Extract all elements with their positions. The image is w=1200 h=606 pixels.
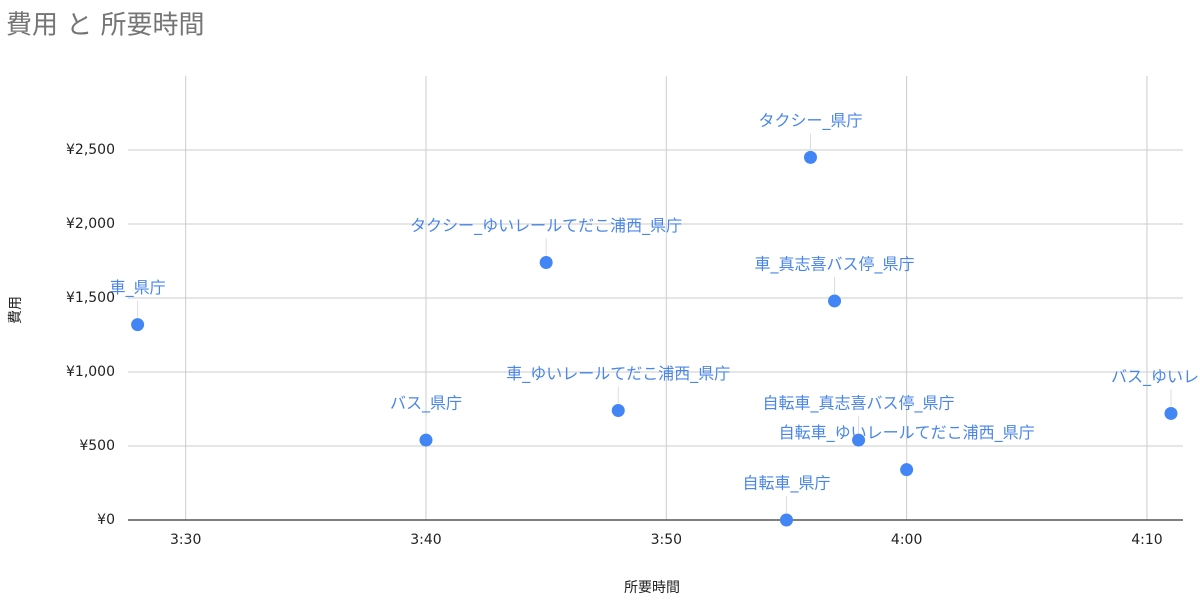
- x-tick-label: 4:10: [1131, 532, 1162, 548]
- point-label: タクシー_県庁: [758, 111, 862, 131]
- chart-title: 費用 と 所要時間: [6, 11, 205, 41]
- y-tick-label: ¥2,500: [66, 142, 115, 158]
- point: [779, 513, 793, 527]
- x-tick-label: 3:40: [410, 532, 441, 548]
- x-tick-label: 3:50: [651, 532, 682, 548]
- point-label: 車_県庁: [110, 278, 166, 298]
- point-label: バス_ゆいレール: [1111, 367, 1200, 387]
- point-label: 車_ゆいレールてだこ浦西_県庁: [506, 364, 730, 384]
- point: [828, 294, 842, 308]
- y-tick-label: ¥1,500: [66, 290, 115, 306]
- point-label: バス_県庁: [390, 394, 462, 414]
- point-label: 車_真志喜バス停_県庁: [755, 254, 915, 274]
- point-label: タクシー_ゆいレールてだこ浦西_県庁: [410, 216, 682, 236]
- y-tick-label: ¥0: [97, 512, 115, 528]
- point: [804, 150, 818, 164]
- x-tick-label: 4:00: [891, 532, 922, 548]
- y-tick-label: ¥1,000: [66, 364, 115, 380]
- y-tick-label: ¥500: [79, 438, 115, 454]
- point-label: 自転車_真志喜バス停_県庁: [763, 394, 955, 414]
- point: [1164, 406, 1178, 420]
- point: [900, 463, 914, 477]
- x-tick-label: 3:30: [170, 532, 201, 548]
- point: [852, 433, 866, 447]
- point-label: 自転車_県庁: [742, 474, 830, 494]
- point: [539, 255, 553, 269]
- point: [131, 318, 145, 332]
- y-axis-title: 費用: [8, 296, 24, 324]
- point: [611, 403, 625, 417]
- point: [419, 433, 433, 447]
- y-tick-label: ¥2,000: [66, 216, 115, 232]
- point-label: 自転車_ゆいレールてだこ浦西_県庁: [779, 423, 1035, 443]
- x-axis-title: 所要時間: [624, 580, 680, 596]
